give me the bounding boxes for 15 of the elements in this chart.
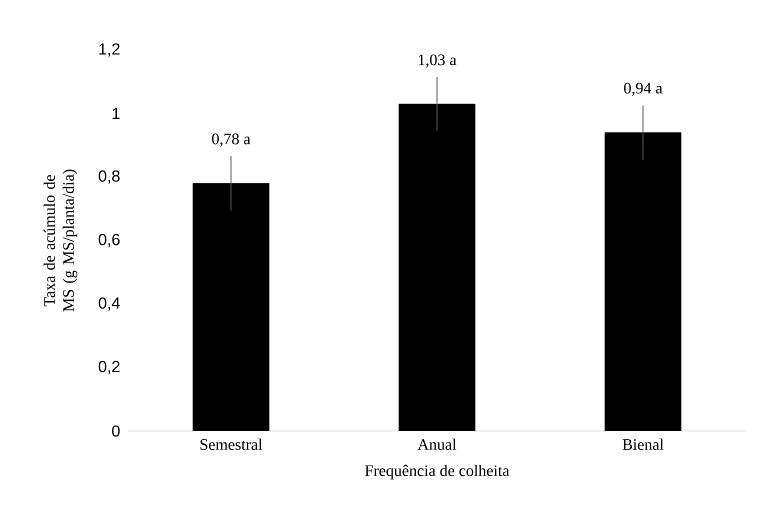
y-tick-label: 0,2 [98, 360, 120, 374]
y-tick-label: 0,8 [98, 170, 120, 184]
x-tick-label: Semestral [200, 438, 262, 450]
y-tick-label: 0,4 [98, 297, 120, 311]
x-axis-title: Frequência de colheita [365, 464, 510, 480]
y-tick-label: 1,2 [99, 43, 120, 57]
y-tick-label: 0,6 [98, 234, 120, 248]
x-tick-label: Anual [418, 438, 456, 450]
y-tick-label: 1 [112, 108, 120, 120]
x-tick-label: Bienal [622, 438, 664, 450]
y-tick-label: 0 [112, 425, 120, 437]
data-label: 0,94 a [624, 82, 662, 96]
data-label: 1,03 a [418, 54, 456, 68]
y-axis-title: Taxa de acúmulo de MS (g MS/planta/dia) [44, 170, 78, 312]
data-label: 0,78 a [212, 134, 250, 147]
